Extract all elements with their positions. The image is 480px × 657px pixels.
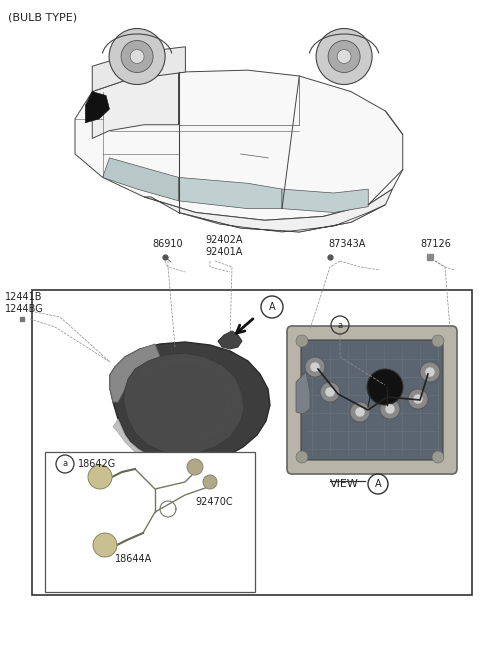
Text: 87126: 87126 <box>420 239 451 249</box>
Circle shape <box>432 335 444 347</box>
Circle shape <box>88 465 112 489</box>
Circle shape <box>367 369 403 405</box>
Circle shape <box>328 41 360 72</box>
Polygon shape <box>113 419 148 459</box>
Circle shape <box>408 389 428 409</box>
Text: 92402A: 92402A <box>205 235 242 245</box>
Circle shape <box>420 362 440 382</box>
Polygon shape <box>110 344 160 402</box>
Text: 1244BG: 1244BG <box>5 304 44 314</box>
Circle shape <box>296 335 308 347</box>
Circle shape <box>93 533 117 557</box>
Polygon shape <box>144 189 393 232</box>
Circle shape <box>320 382 340 402</box>
Circle shape <box>425 367 435 377</box>
Circle shape <box>325 387 335 397</box>
Text: VIEW: VIEW <box>330 479 359 489</box>
Polygon shape <box>75 70 403 220</box>
Circle shape <box>187 459 203 475</box>
Circle shape <box>305 357 325 377</box>
Circle shape <box>109 28 165 85</box>
Text: 18642G: 18642G <box>78 459 116 469</box>
Circle shape <box>413 394 423 404</box>
Circle shape <box>337 49 351 64</box>
Circle shape <box>310 362 320 372</box>
Polygon shape <box>92 47 185 91</box>
Text: a: a <box>337 321 343 330</box>
Bar <box>32 290 472 595</box>
Circle shape <box>350 402 370 422</box>
Text: A: A <box>269 302 276 312</box>
Polygon shape <box>218 331 242 349</box>
Text: 92470C: 92470C <box>195 497 233 507</box>
Polygon shape <box>282 189 368 212</box>
Text: 12441B: 12441B <box>5 292 43 302</box>
Text: 18644A: 18644A <box>115 554 152 564</box>
Polygon shape <box>179 205 385 232</box>
Text: 87343A: 87343A <box>328 239 365 249</box>
Polygon shape <box>296 372 310 414</box>
Circle shape <box>296 451 308 463</box>
Circle shape <box>385 404 395 414</box>
FancyBboxPatch shape <box>287 326 457 474</box>
Circle shape <box>316 28 372 85</box>
Circle shape <box>355 407 365 417</box>
Text: 86910: 86910 <box>153 239 183 249</box>
Polygon shape <box>179 177 282 209</box>
Polygon shape <box>103 158 179 201</box>
Circle shape <box>130 49 144 64</box>
Text: 92401A: 92401A <box>205 247 242 257</box>
Circle shape <box>203 475 217 489</box>
Text: A: A <box>375 479 381 489</box>
Circle shape <box>432 451 444 463</box>
Polygon shape <box>124 353 244 455</box>
Bar <box>45 452 255 592</box>
Text: (BULB TYPE): (BULB TYPE) <box>8 12 77 22</box>
Text: a: a <box>62 459 68 468</box>
FancyBboxPatch shape <box>301 340 443 460</box>
Circle shape <box>380 399 400 419</box>
Polygon shape <box>110 342 270 465</box>
Polygon shape <box>85 91 109 123</box>
Circle shape <box>121 41 153 72</box>
Polygon shape <box>92 72 179 139</box>
